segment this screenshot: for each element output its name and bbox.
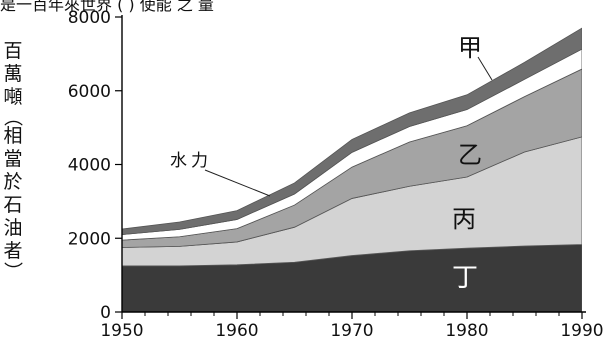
y-axis-label-char: 油	[3, 217, 23, 239]
y-axis-label: 百萬噸（相當於石油者）	[2, 40, 24, 281]
y-tick-label: 6000	[68, 82, 111, 102]
y-axis-label-char: 百	[3, 40, 23, 62]
series-jia-label: 甲	[458, 34, 482, 62]
x-tick-label: 1980	[445, 321, 488, 340]
jia-leader-line	[477, 56, 493, 81]
series-jia-area	[122, 27, 582, 235]
y-axis-label-char: 於	[3, 171, 23, 193]
x-tick-label: 1950	[100, 321, 143, 340]
x-tick-label: 1970	[330, 321, 373, 340]
y-axis-label-char: 萬	[3, 63, 23, 85]
y-axis-label-char: 石	[3, 194, 23, 216]
y-axis-label-char: 當	[3, 148, 23, 170]
y-axis-label-char: 者	[3, 240, 23, 262]
series-yi-label: 乙	[458, 141, 482, 169]
cropped-header-text: 是一百年來世界 ( ) 使能 之 量	[0, 0, 214, 14]
x-tick-label: 1990	[560, 321, 603, 340]
y-tick-label: 4000	[68, 156, 111, 176]
x-tick-label: 1960	[215, 321, 258, 340]
hydro-leader-line	[204, 169, 271, 197]
y-axis-label-char: 相	[3, 125, 23, 147]
y-tick-label: 8000	[68, 8, 111, 28]
y-tick-label: 0	[100, 303, 111, 323]
y-axis-label-char: 噸	[3, 86, 23, 108]
series-ding-label: 丁	[452, 263, 478, 293]
series-bing-label: 丙	[452, 205, 476, 233]
series-hydro-label: 水力	[170, 151, 212, 171]
y-tick-label: 2000	[68, 229, 111, 249]
